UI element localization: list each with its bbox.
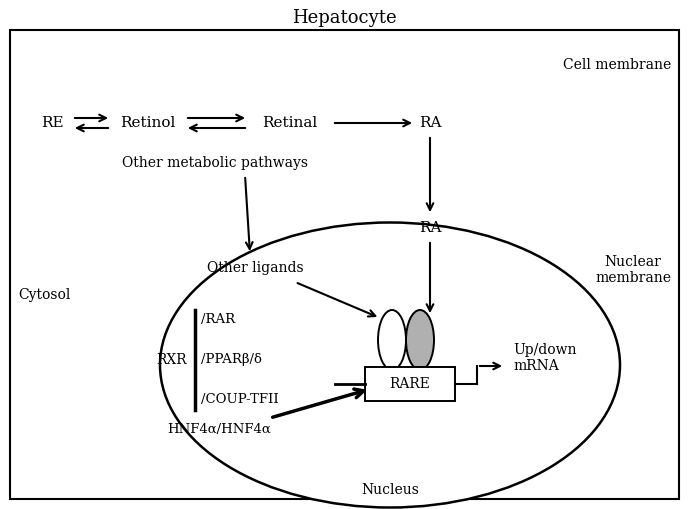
- Text: Nuclear
membrane: Nuclear membrane: [595, 255, 671, 285]
- Text: Cell membrane: Cell membrane: [563, 58, 671, 72]
- Text: Other metabolic pathways: Other metabolic pathways: [122, 156, 308, 170]
- Bar: [365, 367, 455, 401]
- Text: RA: RA: [419, 116, 441, 130]
- Text: HNF4α/HNF4α: HNF4α/HNF4α: [167, 423, 271, 437]
- Text: RARE: RARE: [389, 377, 431, 391]
- Ellipse shape: [378, 310, 406, 370]
- Text: /COUP-TFII: /COUP-TFII: [201, 393, 279, 407]
- Text: Other ligands: Other ligands: [207, 261, 303, 275]
- Ellipse shape: [406, 310, 434, 370]
- Text: Retinol: Retinol: [121, 116, 176, 130]
- Text: Up/down
mRNA: Up/down mRNA: [513, 343, 577, 373]
- Text: Hepatocyte: Hepatocyte: [292, 9, 397, 27]
- Text: /RAR: /RAR: [201, 314, 235, 326]
- Text: Nucleus: Nucleus: [361, 483, 419, 496]
- Text: Retinal: Retinal: [263, 116, 318, 130]
- Text: /PPARβ/δ: /PPARβ/δ: [201, 353, 262, 366]
- Text: RXR: RXR: [156, 353, 187, 367]
- Ellipse shape: [160, 222, 620, 507]
- Text: Cytosol: Cytosol: [18, 288, 70, 302]
- Text: RA: RA: [419, 221, 441, 235]
- Text: RE: RE: [41, 116, 63, 130]
